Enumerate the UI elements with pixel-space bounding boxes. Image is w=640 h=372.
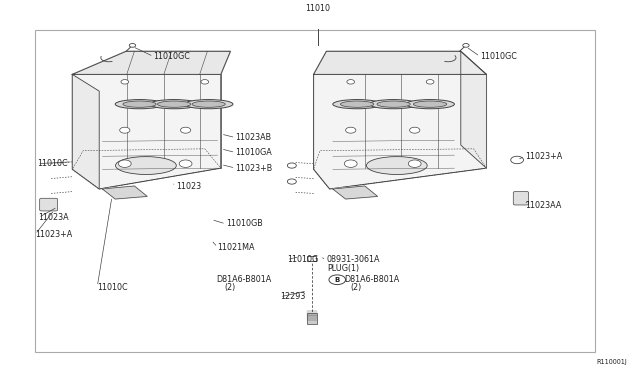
Polygon shape: [72, 51, 230, 74]
Text: 11010C: 11010C: [97, 283, 128, 292]
Circle shape: [287, 163, 296, 168]
Polygon shape: [72, 74, 99, 189]
Polygon shape: [72, 51, 230, 189]
Circle shape: [426, 80, 434, 84]
Ellipse shape: [192, 101, 225, 107]
Circle shape: [180, 127, 191, 133]
Ellipse shape: [367, 157, 428, 174]
Bar: [307, 256, 316, 261]
Polygon shape: [314, 51, 486, 189]
Text: 11023A: 11023A: [38, 213, 69, 222]
Text: PLUG(1): PLUG(1): [328, 264, 360, 273]
Text: 11023AA: 11023AA: [525, 201, 561, 210]
Circle shape: [347, 80, 355, 84]
Circle shape: [329, 275, 346, 285]
Ellipse shape: [340, 101, 374, 107]
Polygon shape: [461, 51, 486, 168]
Ellipse shape: [333, 100, 381, 109]
Circle shape: [344, 160, 357, 167]
Bar: [307, 313, 317, 324]
Ellipse shape: [184, 100, 233, 109]
Polygon shape: [314, 51, 486, 74]
Text: (2): (2): [224, 283, 236, 292]
Ellipse shape: [413, 101, 447, 107]
Text: 11023: 11023: [176, 182, 201, 190]
Text: 11010G: 11010G: [287, 255, 318, 264]
Circle shape: [201, 80, 209, 84]
Bar: [35, 30, 595, 352]
Text: 12293: 12293: [280, 292, 305, 301]
Ellipse shape: [123, 101, 156, 107]
Text: 11010GB: 11010GB: [226, 219, 262, 228]
Text: (2): (2): [351, 283, 362, 292]
Circle shape: [121, 80, 129, 84]
Text: 11023+A: 11023+A: [35, 230, 72, 239]
Text: 11010: 11010: [305, 4, 331, 13]
Text: 08931-3061A: 08931-3061A: [326, 255, 380, 264]
Circle shape: [129, 44, 136, 47]
FancyBboxPatch shape: [40, 198, 58, 211]
Text: R110001J: R110001J: [596, 359, 627, 365]
Text: 11021MA: 11021MA: [218, 243, 255, 252]
Ellipse shape: [157, 101, 191, 107]
Text: D81A6-B801A: D81A6-B801A: [344, 275, 399, 284]
Text: 11010GA: 11010GA: [236, 148, 272, 157]
Circle shape: [511, 156, 524, 164]
Ellipse shape: [116, 157, 177, 174]
Circle shape: [346, 127, 356, 133]
Ellipse shape: [369, 100, 418, 109]
FancyBboxPatch shape: [513, 192, 529, 205]
Circle shape: [408, 160, 421, 167]
Ellipse shape: [377, 101, 410, 107]
Ellipse shape: [115, 100, 164, 109]
Text: 11023+B: 11023+B: [236, 164, 273, 173]
Ellipse shape: [406, 100, 454, 109]
Text: D81A6-B801A: D81A6-B801A: [216, 275, 271, 284]
Circle shape: [118, 160, 131, 167]
Circle shape: [179, 160, 192, 167]
Circle shape: [120, 127, 130, 133]
Text: 11023+A: 11023+A: [525, 152, 562, 161]
Text: 11010GC: 11010GC: [480, 52, 517, 61]
Ellipse shape: [150, 100, 198, 109]
Text: B: B: [335, 277, 340, 283]
Circle shape: [410, 127, 420, 133]
Circle shape: [463, 44, 469, 47]
Polygon shape: [333, 186, 378, 199]
Text: 11010GC: 11010GC: [154, 52, 191, 61]
Text: 11010C: 11010C: [37, 159, 68, 168]
Text: 11023AB: 11023AB: [236, 133, 271, 142]
Polygon shape: [102, 186, 147, 199]
Circle shape: [287, 179, 296, 184]
